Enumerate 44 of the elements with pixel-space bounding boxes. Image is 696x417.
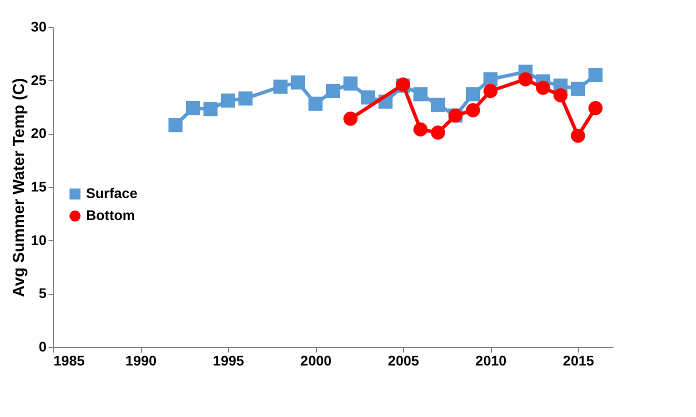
- point: [570, 82, 586, 96]
- point: [483, 72, 498, 86]
- y-tick-label: 15: [30, 178, 47, 194]
- y-axis-title: Avg Summer Water Temp (C): [10, 78, 28, 297]
- point: [220, 94, 236, 108]
- point: [430, 98, 446, 112]
- y-tick-label: 20: [30, 125, 47, 142]
- point: [186, 100, 200, 116]
- y-tick-label: 30: [30, 18, 47, 34]
- point: [430, 126, 446, 140]
- legend-label: Surface: [86, 185, 138, 201]
- point: [290, 75, 306, 90]
- point: [413, 122, 428, 136]
- point: [360, 90, 376, 104]
- point: [326, 84, 340, 98]
- y-tick-label: 0: [38, 338, 47, 354]
- point: [483, 84, 498, 98]
- x-tick-label: 2000: [300, 352, 332, 368]
- x-tick-label: 1995: [212, 352, 244, 368]
- point: [273, 80, 288, 94]
- x-tick-label: 2015: [562, 352, 594, 368]
- point: [343, 112, 358, 126]
- legend-label: Bottom: [86, 207, 135, 223]
- point: [343, 76, 358, 91]
- point: [536, 80, 550, 95]
- point: [570, 128, 586, 143]
- point: [466, 103, 480, 118]
- point: [308, 96, 323, 111]
- point: [413, 87, 428, 102]
- point: [238, 91, 253, 106]
- point: [168, 118, 183, 132]
- point: [588, 68, 603, 82]
- x-tick-label: 1985: [54, 352, 85, 368]
- x-tick-label: 2010: [475, 352, 507, 368]
- y-tick-label: 5: [38, 285, 47, 302]
- x-tick-label: 2005: [388, 352, 420, 368]
- x-tick-label: 1990: [125, 352, 157, 368]
- point: [553, 88, 568, 102]
- y-tick-label: 10: [30, 232, 47, 248]
- point: [466, 87, 480, 102]
- y-tick-label: 25: [30, 72, 47, 88]
- point: [588, 101, 603, 116]
- point: [518, 72, 533, 86]
- point: [203, 102, 218, 116]
